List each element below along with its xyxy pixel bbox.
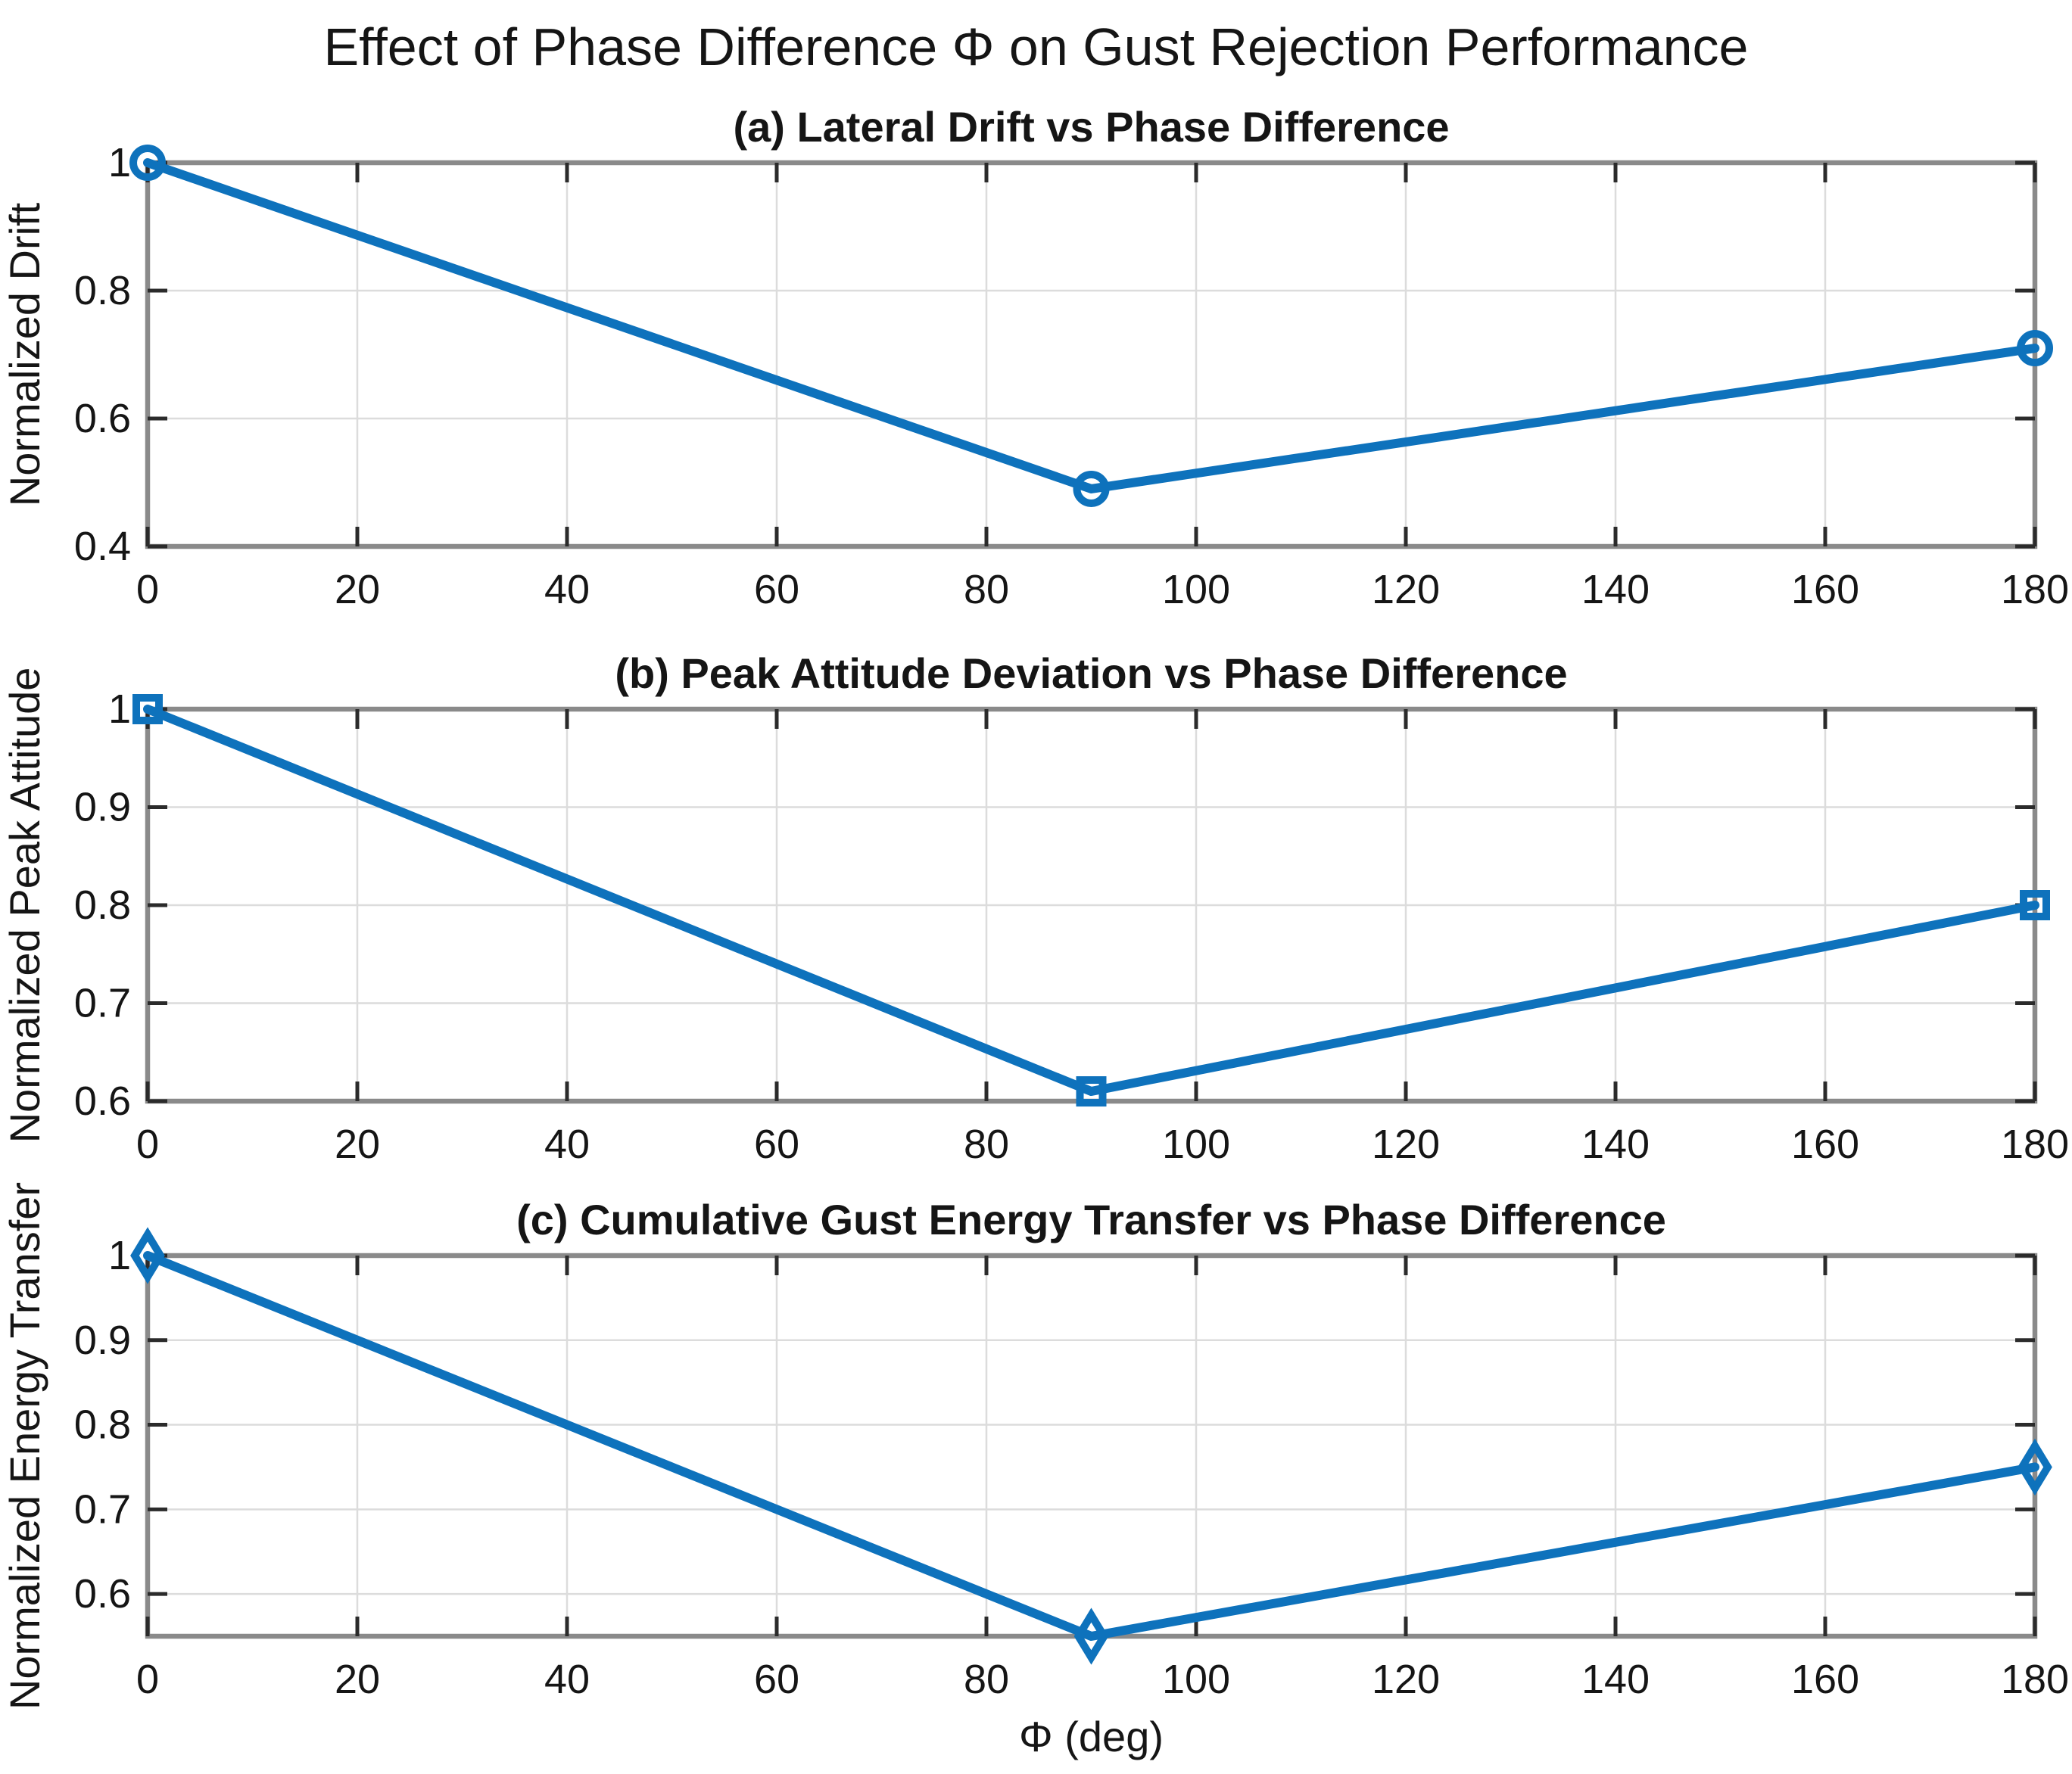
- y-tick-label: 0.4: [74, 524, 131, 569]
- x-tick-label: 60: [754, 567, 799, 612]
- y-tick-label: 0.8: [74, 882, 131, 928]
- y-tick-label: 1: [108, 1233, 131, 1278]
- subplot-c: 0 20 40 60 80 100 120 140 160 180 0.6 0.7 0.8 0.9 1 (c)…: [1, 1182, 2069, 1760]
- plot-area-c: [148, 1256, 2035, 1636]
- x-axis-label: Φ (deg): [1019, 1713, 1164, 1760]
- x-tick-label: 140: [1581, 1657, 1650, 1702]
- subplot-a: 0 20 40 60 80 100 120 140 160 180 0.4 0.6 0.8 1 (a) La…: [1, 103, 2069, 612]
- x-tick-label: 180: [2001, 1657, 2069, 1702]
- y-tick-label: 0.8: [74, 268, 131, 313]
- axis-frame: [145, 160, 2038, 549]
- x-tick-label: 120: [1372, 567, 1440, 612]
- data-marker-square: [1076, 1076, 1107, 1107]
- x-tick-label: 60: [754, 1122, 799, 1167]
- data-line-a: [143, 158, 2039, 493]
- x-tick-label: 20: [335, 1657, 380, 1702]
- y-tick-label: 1: [108, 686, 131, 732]
- data-line-b: [143, 705, 2039, 1097]
- x-tick-label: 80: [964, 1122, 1009, 1167]
- figure-title: Effect of Phase Difference Φ on Gust Rej…: [323, 17, 1749, 76]
- y-tick-label: 1: [108, 140, 131, 185]
- y-tick-label: 0.6: [74, 1078, 131, 1124]
- y-tick-label: 0.9: [74, 1318, 131, 1363]
- y-tick-label: 0.6: [74, 396, 131, 441]
- x-tick-label: 100: [1162, 1657, 1230, 1702]
- x-tick-label: 160: [1791, 1122, 1859, 1167]
- y-tick-label: 0.6: [74, 1571, 131, 1617]
- y-axis-label-c: Normalized Energy Transfer: [1, 1182, 48, 1710]
- x-tick-label: 20: [335, 1122, 380, 1167]
- y-tick-label: 0.9: [74, 785, 131, 830]
- data-marker-circle: [2017, 330, 2053, 367]
- subplot-b: 0 20 40 60 80 100 120 140 160 180 0.6 0.7 0.8 0.9 1 (b)…: [1, 649, 2069, 1167]
- x-tick-label: 40: [544, 567, 590, 612]
- x-tick-label: 80: [964, 1657, 1009, 1702]
- x-tick-label: 80: [964, 567, 1009, 612]
- subplot-title-a: (a) Lateral Drift vs Phase Difference: [733, 103, 1449, 151]
- plot-area-a: [148, 163, 2035, 546]
- subplot-title-c: (c) Cumulative Gust Energy Transfer vs P…: [516, 1196, 1666, 1243]
- data-marker-diamond: [130, 1227, 165, 1284]
- y-axis-label-b: Normalized Peak Attitude: [1, 668, 48, 1144]
- subplot-title-b: (b) Peak Attitude Deviation vs Phase Dif…: [615, 649, 1567, 697]
- y-tick-label: 0.7: [74, 981, 131, 1026]
- x-tick-label: 0: [136, 567, 159, 612]
- data-marker-square: [2020, 890, 2050, 920]
- x-tick-label: 120: [1372, 1122, 1440, 1167]
- data-marker-circle: [129, 145, 166, 181]
- x-tick-label: 120: [1372, 1657, 1440, 1702]
- x-tick-label: 160: [1791, 1657, 1859, 1702]
- x-tick-label: 140: [1581, 1122, 1650, 1167]
- y-tick-label: 0.7: [74, 1486, 131, 1532]
- x-tick-label: 160: [1791, 567, 1859, 612]
- data-marker-circle: [1073, 470, 1110, 507]
- y-axis-label-a: Normalized Drift: [1, 202, 48, 506]
- y-tick-label: 0.8: [74, 1402, 131, 1448]
- data-line-c: [143, 1251, 2039, 1641]
- x-tick-label: 60: [754, 1657, 799, 1702]
- data-marker-diamond: [2017, 1438, 2052, 1496]
- x-tick-label: 140: [1581, 567, 1650, 612]
- data-marker-diamond: [1073, 1607, 1109, 1665]
- x-tick-label: 100: [1162, 567, 1230, 612]
- data-marker-square: [132, 694, 163, 724]
- x-tick-label: 180: [2001, 1122, 2069, 1167]
- x-tick-label: 100: [1162, 1122, 1230, 1167]
- x-tick-label: 20: [335, 567, 380, 612]
- x-tick-label: 40: [544, 1657, 590, 1702]
- x-tick-label: 0: [136, 1657, 159, 1702]
- x-tick-label: 0: [136, 1122, 159, 1167]
- x-tick-label: 180: [2001, 567, 2069, 612]
- x-tick-label: 40: [544, 1122, 590, 1167]
